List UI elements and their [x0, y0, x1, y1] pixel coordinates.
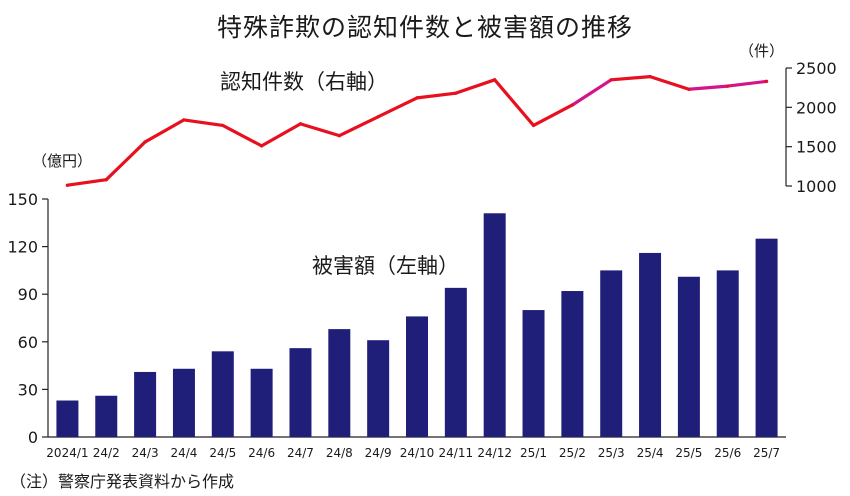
x-tick-label: 25/2: [559, 446, 586, 460]
right-axis-unit: （件）: [739, 42, 785, 60]
x-tick-label: 24/9: [365, 446, 392, 460]
line-point-24/11: [454, 91, 458, 95]
left-axis-tick-label: 60: [18, 333, 38, 352]
line-point-24/3: [143, 140, 147, 144]
x-tick-label: 25/6: [714, 446, 741, 460]
chart-title: 特殊詐欺の認知件数と被害額の推移: [216, 13, 633, 42]
left-axis-tick-label: 90: [18, 285, 38, 304]
bar-25/7: [755, 238, 778, 437]
x-tick-label: 24/3: [132, 446, 159, 460]
x-tick-label: 25/5: [675, 446, 702, 460]
x-tick-label: 24/2: [93, 446, 120, 460]
line-series-label: 認知件数（右軸）: [220, 70, 388, 94]
line-segment-24/3: [143, 118, 186, 144]
bar-25/6: [716, 270, 739, 437]
x-tick-label: 24/4: [170, 446, 197, 460]
line-segment-25/6: [726, 79, 769, 88]
source-note: （注）警察庁発表資料から作成: [10, 472, 235, 491]
line-segment-24/5: [221, 123, 264, 148]
bar-25/1: [522, 310, 545, 437]
line-point-25/5: [687, 87, 691, 91]
x-tick-label: 24/6: [248, 446, 275, 460]
bar-24/10: [406, 316, 428, 437]
x-tick-label: 24/7: [287, 446, 314, 460]
line-segment-24/6: [260, 122, 303, 148]
line-point-24/2: [104, 178, 108, 182]
line-point-24/6: [260, 144, 264, 148]
bar-24/8: [328, 329, 351, 437]
x-tick-label: 2024/1: [46, 446, 88, 460]
line-segment-24/11: [454, 78, 497, 95]
right-axis-tick-label: 2500: [796, 59, 837, 78]
line-segment-25/2: [570, 78, 613, 107]
line-segment-24/8: [337, 115, 380, 138]
line-point-25/1: [531, 123, 536, 128]
line-segment-25/3: [609, 75, 652, 82]
x-tick-label: 24/8: [326, 446, 353, 460]
bar-24/5: [211, 351, 234, 437]
left-axis-tick-label: 120: [7, 238, 38, 257]
left-axis-tick-label: 150: [7, 190, 38, 209]
line-segment-25/1: [531, 103, 574, 128]
line-segment-24/4: [182, 118, 225, 128]
right-axis-tick-label: 1000: [796, 177, 837, 196]
x-tick-label: 25/4: [637, 446, 664, 460]
line-segment-24/9: [376, 96, 419, 119]
x-tick-label: 25/7: [753, 446, 780, 460]
left-axis-tick-label: 30: [18, 380, 38, 399]
bar-25/4: [639, 252, 662, 437]
bar-24/2: [95, 395, 118, 437]
line-point-24/9: [376, 115, 380, 119]
left-axis-tick-label: 0: [28, 428, 38, 447]
line-segment-24/2: [104, 140, 147, 182]
line-point-25/2: [570, 103, 574, 107]
bar-24/11: [444, 287, 467, 437]
bar-24/6: [250, 368, 273, 437]
line-segment-25/4: [648, 75, 691, 91]
x-tick-label: 24/11: [439, 446, 474, 460]
line-point-24/5: [221, 123, 225, 128]
x-tick-label: 24/5: [209, 446, 236, 460]
line-point-24/7: [298, 122, 303, 126]
bar-24/4: [172, 368, 195, 437]
bar-25/2: [561, 291, 584, 437]
line-point-24/8: [337, 134, 341, 138]
bar-24/9: [367, 340, 390, 437]
bar-25/5: [677, 276, 700, 437]
line-point-25/6: [726, 84, 730, 88]
x-tick-label: 25/1: [520, 446, 547, 460]
line-point-24/10: [415, 96, 419, 100]
line-segment-24/7: [298, 122, 341, 138]
x-tick-label: 25/3: [598, 446, 625, 460]
x-tick-label: 24/12: [477, 446, 512, 460]
line-point-25/7: [764, 79, 769, 83]
bar-24/7: [289, 348, 312, 437]
line-point-25/3: [609, 78, 613, 82]
line-segment-24/12: [493, 78, 536, 128]
bar-24/12: [483, 213, 506, 437]
line-point-24/4: [182, 118, 186, 122]
right-axis-tick-label: 2000: [796, 98, 837, 117]
bar-series-label: 被害額（左軸）: [312, 254, 459, 278]
line-point-25/4: [648, 75, 652, 79]
bar-24/3: [134, 371, 157, 437]
line-segment-2024/1: [65, 178, 108, 187]
line-segment-25/5: [687, 84, 730, 91]
x-tick-label: 24/10: [400, 446, 435, 460]
left-axis-unit: （億円）: [32, 152, 93, 170]
line-point-2024/1: [65, 183, 70, 187]
right-axis-tick-label: 1500: [796, 138, 837, 157]
bar-2024/1: [56, 400, 79, 437]
bar-25/3: [600, 270, 623, 437]
line-point-24/12: [493, 78, 497, 82]
line-segment-24/10: [415, 91, 458, 100]
